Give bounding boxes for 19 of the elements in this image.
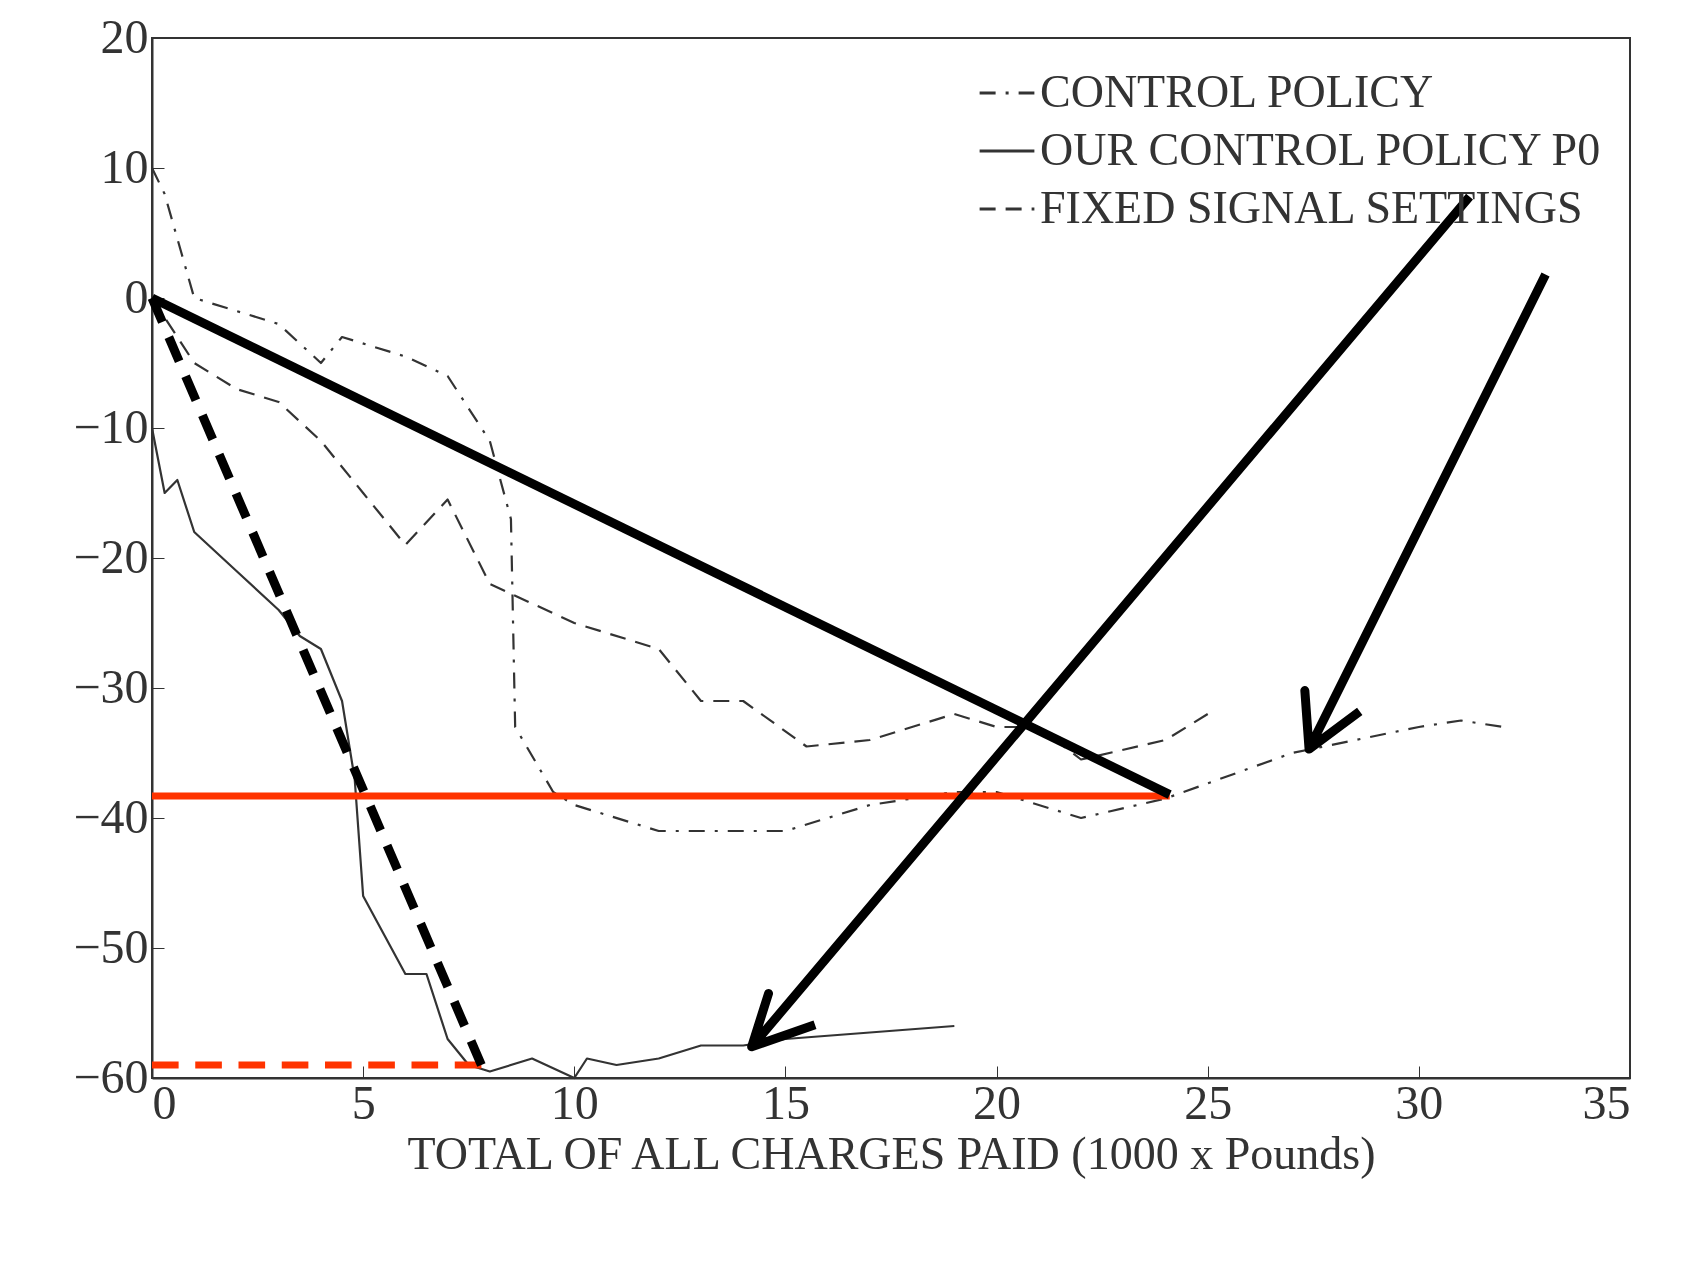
- y-tick-label: −30: [73, 659, 149, 713]
- legend-label: OUR CONTROL POLICY P0: [1040, 124, 1601, 175]
- x-tick-label: 5: [351, 1075, 376, 1129]
- y-tick-label: 20: [100, 9, 149, 63]
- x-tick-label: 10: [550, 1075, 599, 1129]
- x-tick-label: 20: [973, 1075, 1022, 1129]
- x-tick-label: 25: [1184, 1075, 1233, 1129]
- y-tick-label: −20: [73, 529, 149, 583]
- y-tick-label: −10: [73, 399, 149, 453]
- x-tick-label: 35: [1582, 1075, 1631, 1129]
- y-tick-label: −60: [73, 1049, 149, 1103]
- legend-label: CONTROL POLICY: [1040, 66, 1434, 117]
- y-tick-label: −50: [73, 919, 149, 973]
- x-tick-label: 30: [1395, 1075, 1444, 1129]
- y-tick-label: 0: [124, 269, 149, 323]
- y-tick-label: −40: [73, 789, 149, 843]
- y-tick-label: 10: [100, 139, 149, 193]
- x-tick-label: 15: [761, 1075, 810, 1129]
- x-axis-title: TOTAL OF ALL CHARGES PAID (1000 x Pounds): [407, 1127, 1376, 1179]
